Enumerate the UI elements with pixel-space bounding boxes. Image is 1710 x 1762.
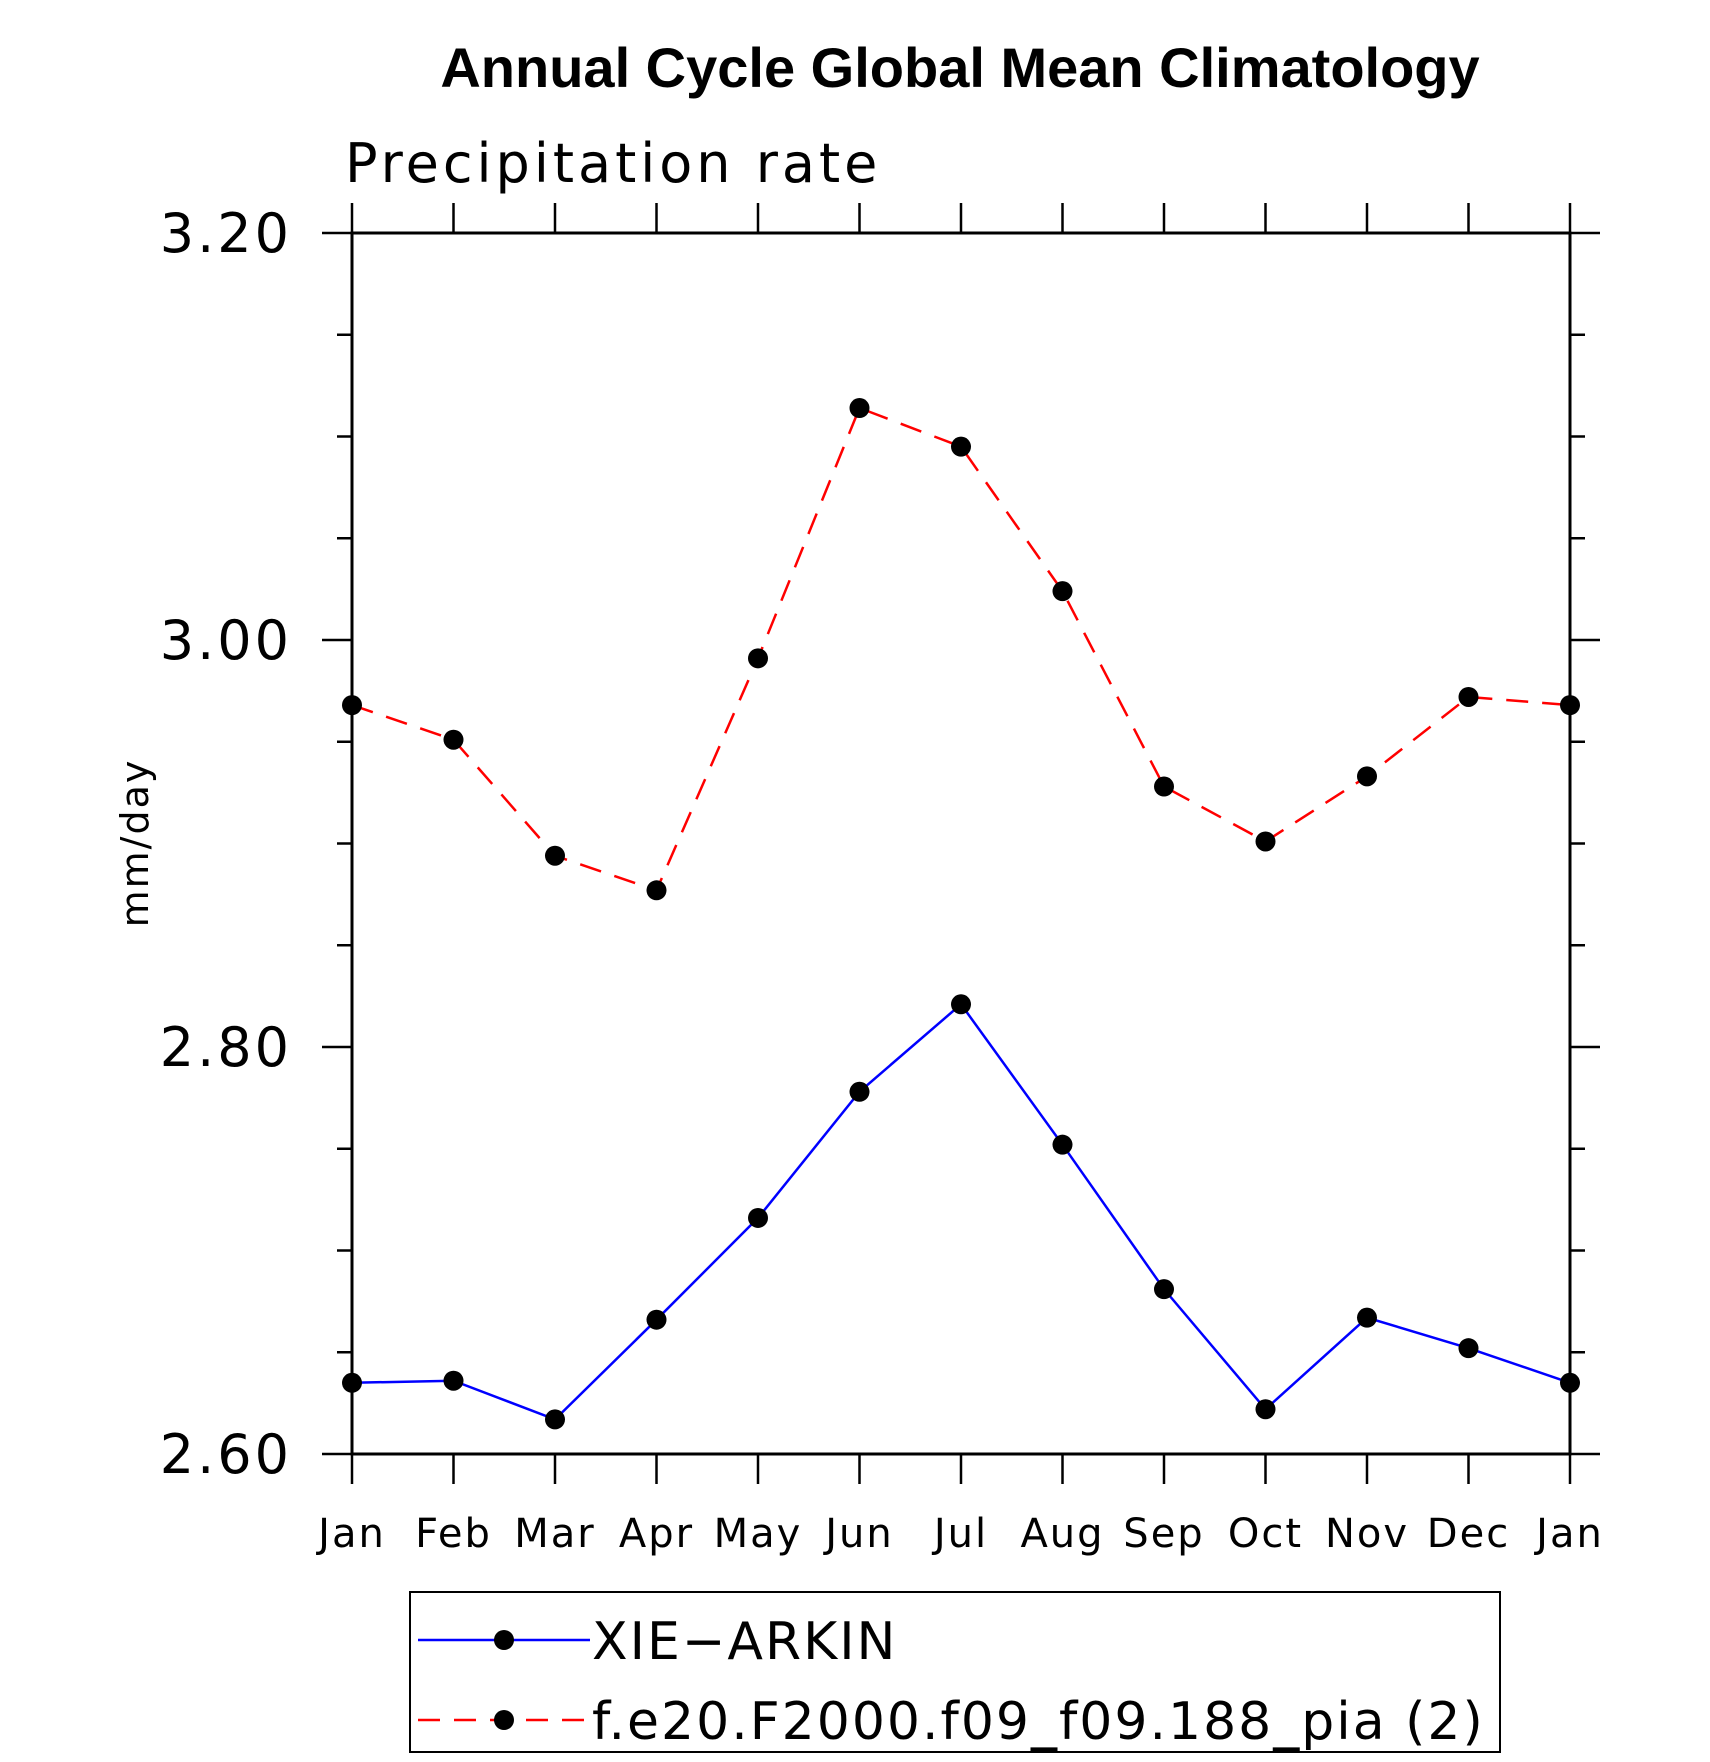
- data-point-1: [1255, 831, 1276, 852]
- data-point-0: [1458, 1338, 1479, 1359]
- x-tick-label: Jun: [822, 1511, 894, 1557]
- data-point-1: [748, 648, 768, 669]
- y-tick-label: 3.20: [160, 202, 292, 265]
- data-point-1: [1560, 695, 1580, 716]
- chart-title: Annual Cycle Global Mean Climatology: [440, 36, 1479, 99]
- x-tick-label: Jan: [315, 1511, 386, 1557]
- data-point-0: [342, 1372, 362, 1393]
- legend-marker-1: [494, 1710, 514, 1730]
- chart-subtitle: Precipitation rate: [345, 132, 881, 195]
- data-point-1: [1357, 766, 1377, 787]
- y-tick-label: 2.60: [160, 1423, 292, 1486]
- legend-label-0: XIE−ARKIN: [592, 1612, 897, 1672]
- data-point-1: [1154, 776, 1174, 797]
- y-axis-label: mm/day: [113, 759, 157, 928]
- legend-box: [409, 1591, 1501, 1753]
- x-tick-label: Mar: [514, 1511, 595, 1557]
- data-point-0: [1255, 1399, 1276, 1420]
- data-point-1: [646, 880, 667, 901]
- y-tick-label: 2.80: [160, 1016, 292, 1079]
- data-point-0: [1560, 1372, 1580, 1393]
- x-tick-label: Oct: [1228, 1511, 1303, 1557]
- x-tick-label: Sep: [1123, 1511, 1204, 1557]
- x-tick-label: May: [714, 1511, 803, 1557]
- data-point-0: [1357, 1307, 1377, 1328]
- data-point-0: [849, 1081, 870, 1102]
- data-point-0: [443, 1370, 464, 1391]
- x-tick-label: Nov: [1325, 1511, 1409, 1557]
- data-point-0: [646, 1309, 667, 1330]
- data-point-1: [951, 436, 971, 457]
- x-tick-label: Jul: [931, 1511, 988, 1557]
- data-point-1: [545, 845, 565, 866]
- data-point-0: [545, 1409, 565, 1430]
- data-point-1: [849, 398, 870, 419]
- y-tick-label: 3.00: [160, 609, 292, 672]
- data-point-0: [1154, 1279, 1174, 1300]
- x-tick-label: Feb: [415, 1511, 492, 1557]
- legend-label-1: f.e20.F2000.f09_f09.188_pia (2): [592, 1692, 1485, 1752]
- data-point-0: [748, 1207, 768, 1228]
- plot-area: 2.60 2.80 3.00 3.20 Jan Feb Mar Apr May Jun Jul Aug…: [160, 202, 1604, 1557]
- legend: XIE−ARKIN f.e20.F2000.f09_f09.188_pia (2): [409, 1591, 1501, 1753]
- data-point-1: [342, 695, 362, 716]
- data-point-0: [1052, 1134, 1073, 1155]
- x-tick-label: Jan: [1533, 1511, 1604, 1557]
- x-tick-label: Aug: [1020, 1511, 1104, 1557]
- data-point-1: [1052, 581, 1073, 602]
- series-line-1: [351, 406, 1571, 892]
- x-tick-label: Apr: [619, 1511, 694, 1557]
- x-tick-label: Dec: [1427, 1511, 1510, 1557]
- data-point-1: [443, 729, 464, 750]
- legend-marker-0: [494, 1630, 514, 1650]
- data-point-0: [951, 994, 971, 1015]
- series-line-0: [351, 1002, 1571, 1421]
- data-point-1: [1458, 686, 1479, 707]
- plot-frame: [350, 231, 1572, 1456]
